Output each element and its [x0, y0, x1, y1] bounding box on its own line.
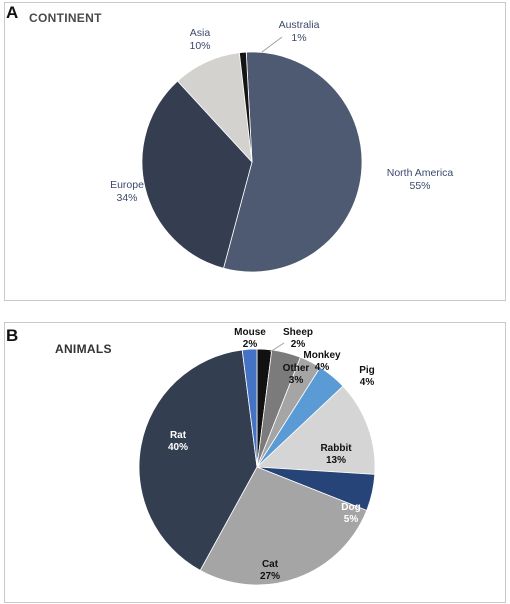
animals-percent-cat: 27%: [260, 571, 280, 582]
animals-label-sheep: Sheep: [283, 327, 313, 338]
animals-slice-mouse: [241, 348, 258, 468]
animals-percent-rabbit: 13%: [326, 455, 346, 466]
animals-label-dog: Dog: [341, 502, 360, 513]
animals-percent-rat: 40%: [168, 442, 188, 453]
continent-slice-north-america: [223, 51, 363, 273]
continent-slice-australia: [238, 51, 253, 163]
animals-percent-dog: 5%: [344, 514, 359, 525]
animals-percent-sheep: 2%: [291, 339, 306, 350]
animals-label-rat: Rat: [170, 430, 187, 441]
continent-percent-europe: 34%: [116, 192, 137, 204]
panel-a-letter: A: [6, 3, 19, 22]
continent-label-australia: Australia: [279, 19, 320, 31]
continent-percent-north-america: 55%: [409, 180, 430, 192]
animals-label-pig: Pig: [359, 365, 375, 376]
continent-slice-europe: [141, 80, 253, 269]
panel-b-letter: B: [6, 326, 19, 345]
animals-label-other: Other: [283, 363, 310, 374]
continent-label-north-america: North America: [387, 167, 454, 179]
animals-label-monkey: Monkey: [303, 350, 341, 361]
continent-percent-australia: 1%: [291, 32, 306, 44]
animals-label-mouse: Mouse: [234, 327, 266, 338]
animals-percent-other: 3%: [289, 375, 304, 386]
continent-label-asia: Asia: [190, 27, 211, 39]
continent-pie: [141, 51, 363, 273]
animals-pie: [138, 348, 376, 586]
animals-percent-monkey: 4%: [315, 362, 330, 373]
continent-chart-title: CONTINENT: [29, 11, 102, 25]
continent-leader-australia: [261, 36, 283, 53]
animals-leader-sheep: [269, 342, 285, 353]
animals-slice-cat: [199, 466, 368, 586]
animals-slice-rat: [138, 349, 258, 571]
continent-label-europe: Europe: [110, 179, 144, 191]
animals-label-cat: Cat: [262, 559, 279, 570]
animals-percent-pig: 4%: [360, 377, 375, 388]
continent-percent-asia: 10%: [189, 40, 210, 52]
animals-slice-rabbit: [256, 385, 376, 475]
animals-percent-mouse: 2%: [243, 339, 258, 350]
animals-label-rabbit: Rabbit: [320, 443, 352, 454]
animals-chart-title: ANIMALS: [55, 342, 112, 356]
